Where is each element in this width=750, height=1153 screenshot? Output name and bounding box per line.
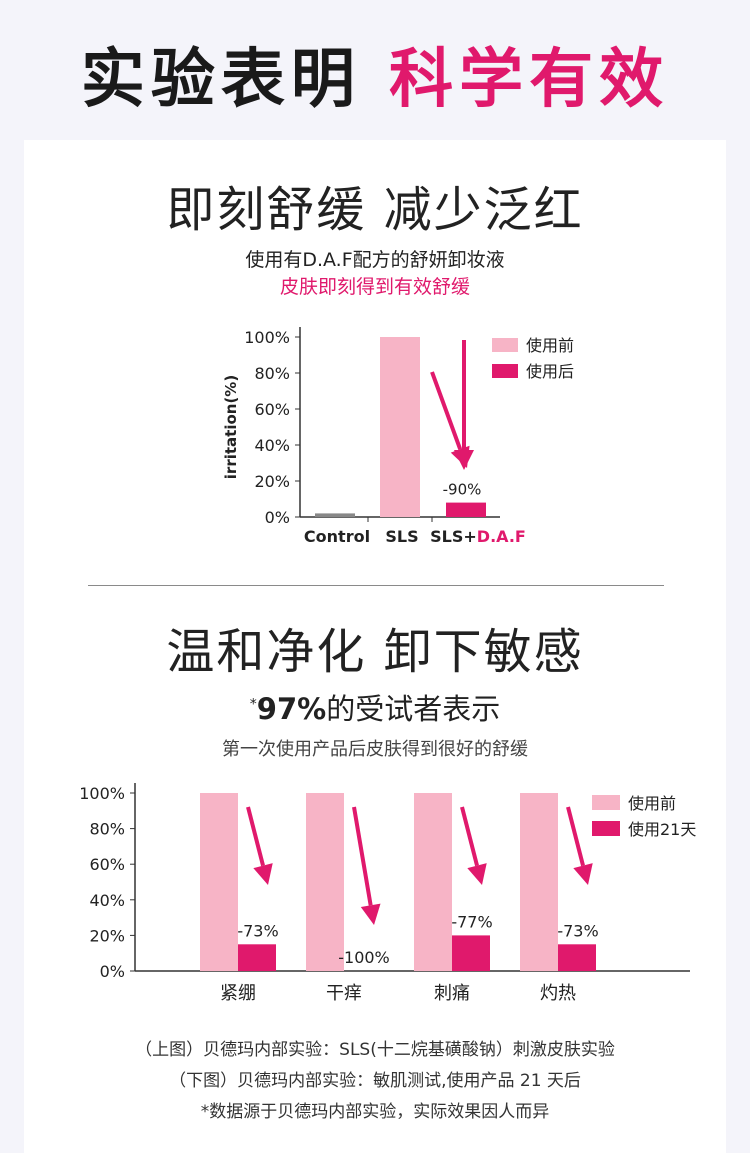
category-label: 刺痛 xyxy=(434,983,470,1004)
category-label: SLS+D.A.F xyxy=(430,527,526,546)
bar-slsdaf-after xyxy=(446,502,486,517)
headline-part2: 科学有效 xyxy=(389,43,670,117)
arrow-2 xyxy=(460,806,487,885)
legend-label: 使用后 xyxy=(526,362,574,381)
content-card xyxy=(24,140,726,1153)
annotation-label: -100% xyxy=(338,948,390,967)
y-tick-label: 60% xyxy=(89,855,125,874)
y-tick-label: 100% xyxy=(79,784,125,803)
arrow-3 xyxy=(566,806,593,885)
bar-control xyxy=(315,513,355,517)
y-tick-label: 20% xyxy=(89,926,125,945)
page-headline: 实验表明 科学有效 xyxy=(0,28,750,120)
stat-text: 的受试者表示 xyxy=(326,692,501,726)
y-tick-label: 100% xyxy=(244,328,290,347)
bar-sls-before xyxy=(380,337,420,517)
legend-swatch xyxy=(592,821,620,836)
category-label: 干痒 xyxy=(326,983,362,1004)
bar-before xyxy=(200,793,238,971)
legend-swatch xyxy=(492,338,518,352)
section2-title: 温和净化 卸下敏感 xyxy=(166,624,584,680)
bar-after xyxy=(452,935,490,971)
section1-subtitle-accent: 皮肤即刻得到有效舒缓 xyxy=(279,276,470,298)
bar-before xyxy=(520,793,558,971)
headline-part1: 实验表明 xyxy=(80,43,361,117)
annotation-label: -90% xyxy=(443,481,482,499)
y-tick-label: 40% xyxy=(89,891,125,910)
section2-stat: *97%的受试者表示 xyxy=(0,686,750,728)
y-tick-label: 60% xyxy=(254,400,290,419)
annotation-label: -77% xyxy=(451,912,492,931)
section-divider xyxy=(88,585,664,586)
section1-title: 即刻舒缓 减少泛红 xyxy=(166,182,584,238)
chart-irritation: 0% 20% 40% 60% 80% 100% irritation(%) -90% Contr… xyxy=(222,327,574,546)
section1-subtitle: 使用有D.A.F配方的舒妍卸妆液 xyxy=(245,249,505,271)
stat-asterisk: * xyxy=(249,696,257,713)
footnote-3: *数据源于贝德玛内部实验，实际效果因人而异 xyxy=(200,1102,550,1122)
annotation-label: -73% xyxy=(237,921,278,940)
annotation-label: -73% xyxy=(557,921,598,940)
legend-swatch xyxy=(592,795,620,810)
arrow-1 xyxy=(352,806,381,925)
y-tick-label: 40% xyxy=(254,436,290,455)
arrow-0 xyxy=(246,806,273,885)
category-label: 灼热 xyxy=(540,983,576,1004)
section2-subtitle: 第一次使用产品后皮肤得到很好的舒缓 xyxy=(222,739,528,760)
category-label: SLS xyxy=(385,527,418,546)
legend-swatch xyxy=(492,364,518,378)
legend-label: 使用21天 xyxy=(628,820,696,839)
category-label: 紧绷 xyxy=(220,983,256,1004)
bar-before xyxy=(414,793,452,971)
bar-after xyxy=(238,944,276,971)
footnote-1: （上图）贝德玛内部实验：SLS(十二烷基磺酸钠）刺激皮肤实验 xyxy=(135,1040,615,1060)
y-axis-label: irritation(%) xyxy=(222,375,240,479)
y-tick-label: 0% xyxy=(265,508,290,527)
arrow-diagonal xyxy=(430,371,470,468)
y-tick-label: 80% xyxy=(254,364,290,383)
chart-sensitivity: 0% 20% 40% 60% 80% 100% -73% 紧绷 -100% 干痒 -77% 刺痛 -73… xyxy=(79,783,696,1004)
stat-value: 97% xyxy=(256,692,327,726)
legend-label: 使用前 xyxy=(526,336,574,355)
bar-before xyxy=(306,793,344,971)
y-tick-label: 0% xyxy=(100,962,125,981)
legend-label: 使用前 xyxy=(628,794,676,813)
y-tick-label: 20% xyxy=(254,472,290,491)
bar-after xyxy=(558,944,596,971)
category-label: Control xyxy=(304,527,370,546)
y-tick-label: 80% xyxy=(89,820,125,839)
footnote-2: （下图）贝德玛内部实验：敏肌测试,使用产品 21 天后 xyxy=(169,1071,581,1091)
